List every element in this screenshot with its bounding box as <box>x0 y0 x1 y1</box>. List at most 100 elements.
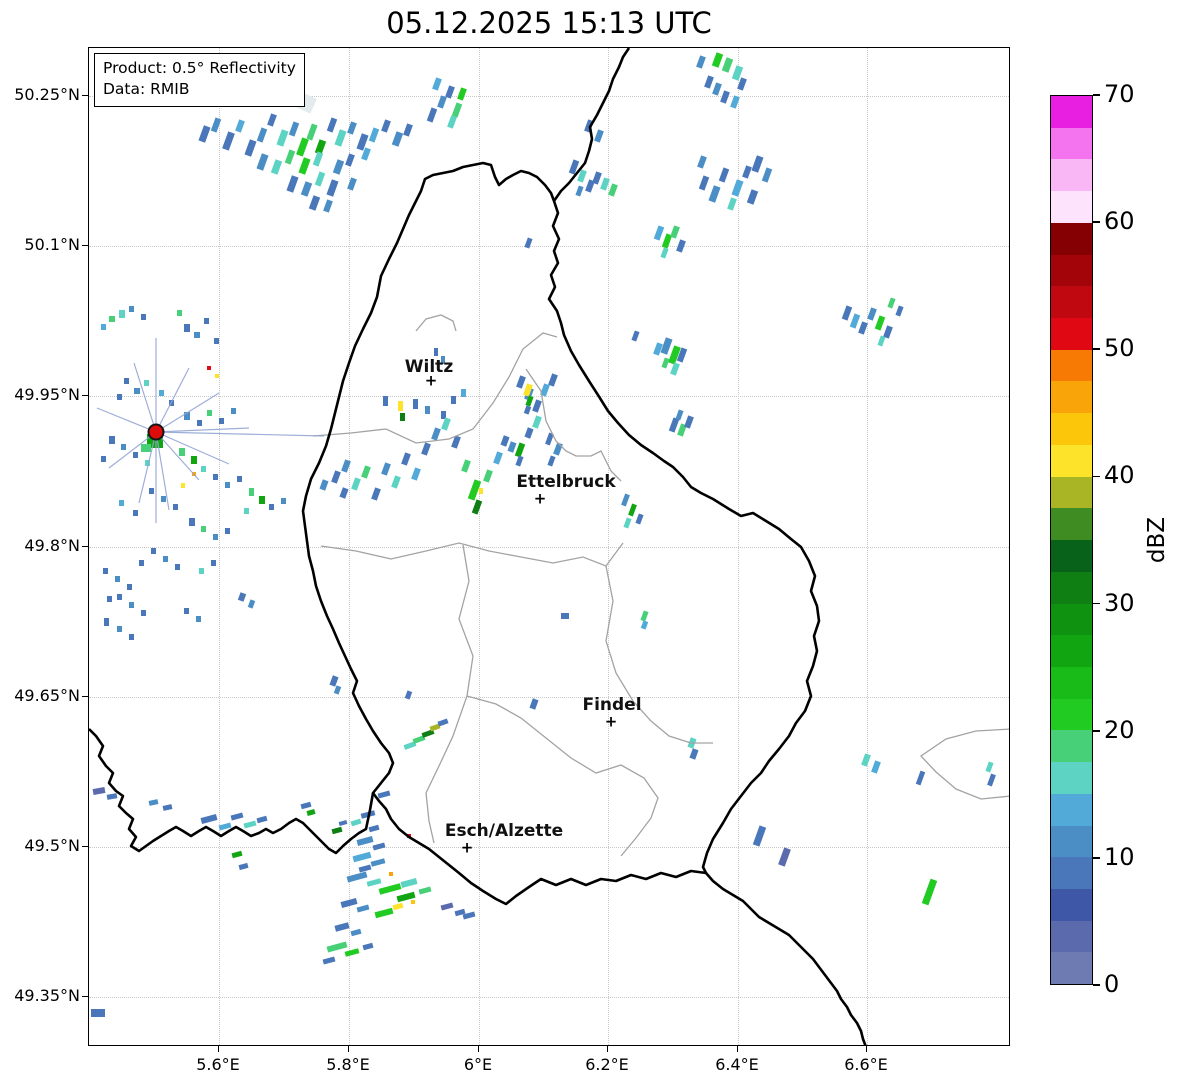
colorbar-tick-mark <box>1093 348 1100 351</box>
x-tick-label: 5.8°E <box>326 1055 370 1074</box>
echo-cell <box>149 488 154 494</box>
echo-cell <box>213 474 218 480</box>
echo-cell <box>159 390 164 396</box>
echo-cell <box>561 613 569 619</box>
colorbar-segment <box>1051 476 1092 509</box>
echo-cell <box>141 314 146 320</box>
echo-cell <box>117 626 122 632</box>
colorbar-unit-label: dBZ <box>1144 516 1170 564</box>
echo-cell <box>129 634 134 640</box>
echo-cell <box>400 413 405 421</box>
echo-cell <box>207 366 211 370</box>
y-tick-mark <box>82 245 88 247</box>
y-tick-label: 50.1°N <box>24 235 80 254</box>
colorbar-tick-mark <box>1093 984 1100 986</box>
echo-cell <box>207 410 212 416</box>
echo-cell <box>259 496 265 504</box>
echo-cell <box>115 576 120 582</box>
page-title: 05.12.2025 15:13 UTC <box>386 6 712 40</box>
product-info-box: Product: 0.5° Reflectivity Data: RMIB <box>94 53 305 107</box>
echo-cell <box>163 556 168 562</box>
colorbar-segment <box>1051 222 1092 255</box>
y-tick-label: 49.8°N <box>24 536 80 555</box>
colorbar-tick-mark <box>1093 94 1100 96</box>
echo-cell <box>389 872 393 876</box>
radar-spoke <box>155 427 250 433</box>
echo-cell <box>441 356 445 364</box>
echo-cell <box>109 316 115 322</box>
colorbar-segment <box>1051 730 1092 763</box>
colorbar-segment <box>1051 825 1092 858</box>
colorbar-tick-label: 20 <box>1104 715 1135 744</box>
x-tick-mark <box>866 1046 868 1052</box>
x-tick-label: 6.2°E <box>585 1055 629 1074</box>
echo-cell <box>91 1009 105 1017</box>
echo-cell <box>425 406 430 414</box>
colorbar-segment <box>1051 96 1092 128</box>
x-tick-label: 5.6°E <box>196 1055 240 1074</box>
gridline-vertical <box>608 48 609 1045</box>
echo-cell <box>201 466 206 472</box>
radar-spokes <box>96 338 325 523</box>
echo-cell <box>441 411 446 419</box>
colorbar-segment <box>1051 635 1092 667</box>
colorbar-segment <box>1051 159 1092 192</box>
gridline-horizontal <box>89 396 1009 397</box>
colorbar-tick-mark <box>1093 857 1100 859</box>
y-tick-mark <box>82 846 88 848</box>
y-tick-mark <box>82 95 88 97</box>
colorbar-tick-label: 0 <box>1104 970 1120 998</box>
echo-cell <box>191 456 197 464</box>
colorbar-segment <box>1051 191 1092 223</box>
radar-spoke <box>155 431 200 481</box>
colorbar-segment <box>1051 254 1092 287</box>
gridline-vertical <box>738 48 739 1045</box>
echo-cell <box>179 448 185 456</box>
y-tick-label: 49.95°N <box>14 385 80 404</box>
echo-cell <box>479 488 483 494</box>
gridline-horizontal <box>89 697 1009 698</box>
echo-cell <box>117 394 122 400</box>
echo-cell <box>201 526 206 532</box>
colorbar-segment <box>1051 571 1092 604</box>
echo-cell <box>161 496 166 502</box>
gridline-vertical <box>867 48 868 1045</box>
border-map <box>89 48 1009 1045</box>
echo-cell <box>173 504 178 510</box>
echo-cell <box>124 378 129 384</box>
colorbar-segment <box>1051 603 1092 636</box>
colorbar-segment <box>1051 349 1092 382</box>
echo-cell <box>145 460 150 466</box>
echo-cell <box>199 568 204 574</box>
x-tick-label: 6.4°E <box>715 1055 759 1074</box>
colorbar-segment <box>1051 793 1092 826</box>
y-tick-mark <box>82 546 88 548</box>
colorbar-segment <box>1051 540 1092 572</box>
colorbar-segment <box>1051 508 1092 541</box>
x-tick-label: 6°E <box>463 1055 493 1074</box>
echo-cell <box>121 444 126 450</box>
echo-cell <box>383 396 388 406</box>
colorbar-segment <box>1051 762 1092 794</box>
echo-cell <box>197 420 202 426</box>
colorbar-tick-label: 70 <box>1104 80 1135 108</box>
echo-cell <box>101 456 106 462</box>
x-tick-label: 6.6°E <box>844 1055 888 1074</box>
echo-cell <box>398 401 403 411</box>
echo-cell <box>133 452 138 458</box>
echo-cell <box>144 380 149 386</box>
gridline-vertical <box>349 48 350 1045</box>
gridline-horizontal <box>89 96 1009 97</box>
echo-cell <box>184 412 190 420</box>
echo-cell <box>107 596 112 602</box>
city-plus-marker: + <box>460 838 474 857</box>
city-label: Ettelbruck <box>516 472 616 492</box>
echo-cell <box>196 616 201 622</box>
district-borders <box>312 314 1009 857</box>
echo-cell <box>461 389 466 397</box>
data-source-line: Data: RMIB <box>103 79 190 98</box>
gridline-horizontal <box>89 997 1009 998</box>
y-tick-label: 49.35°N <box>14 986 80 1005</box>
colorbar-segment <box>1051 381 1092 414</box>
